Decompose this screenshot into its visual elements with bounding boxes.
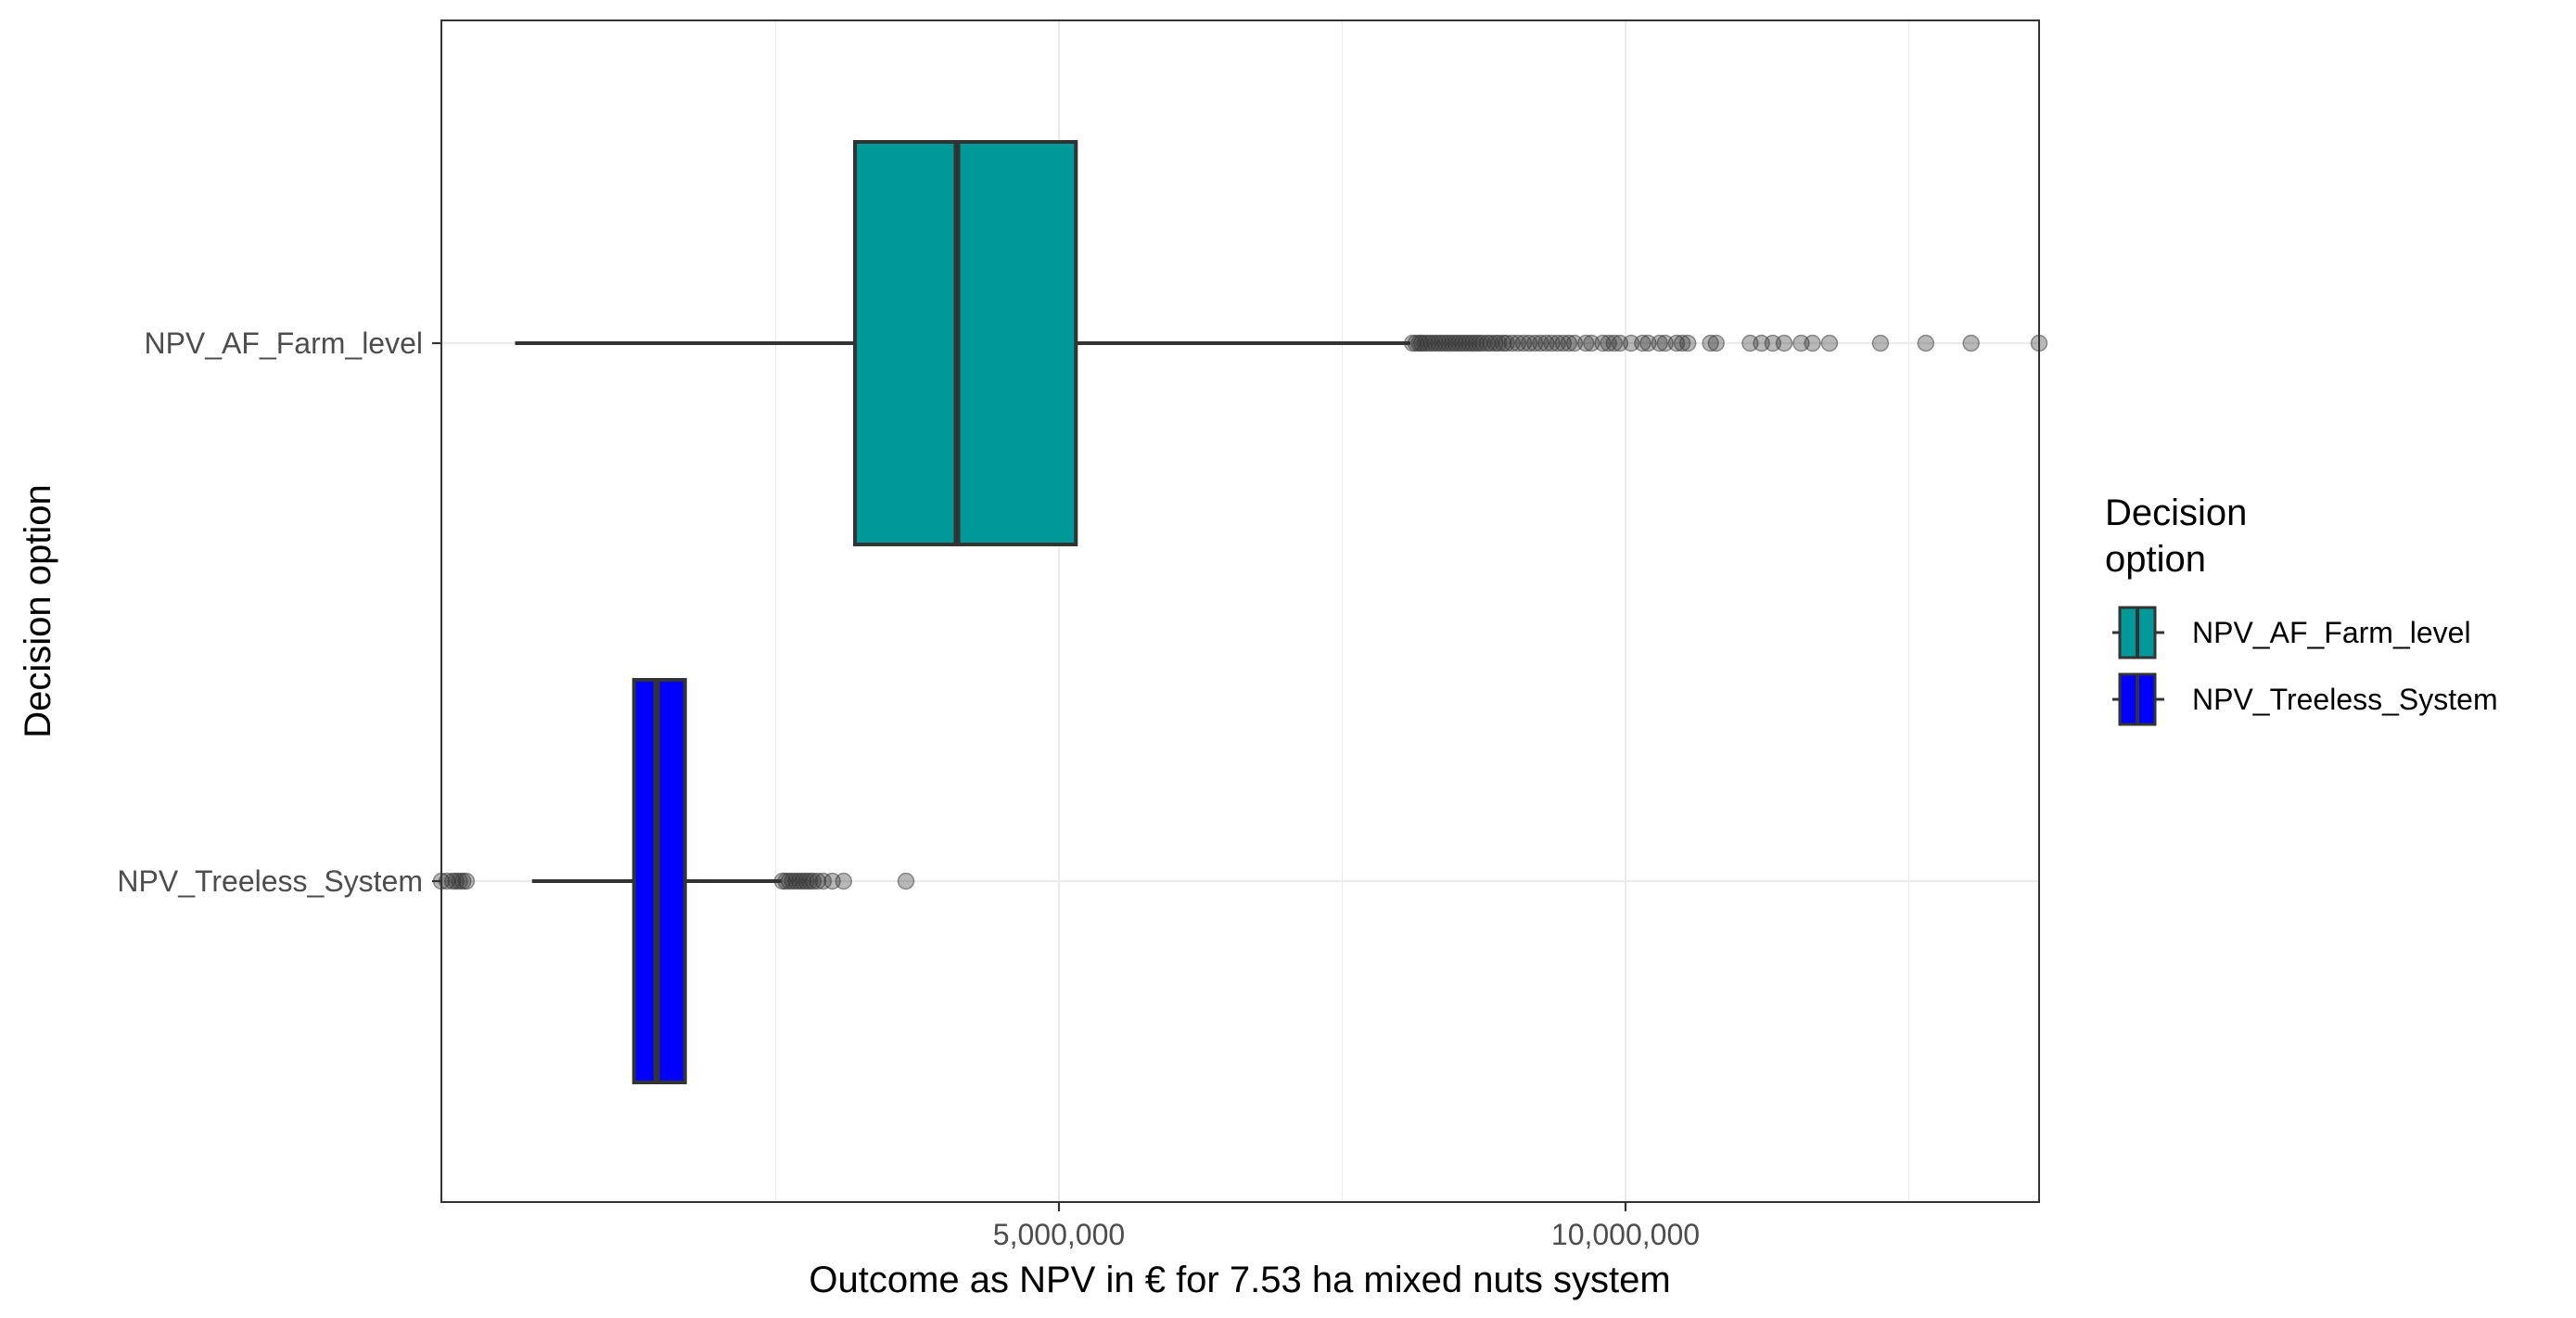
y-tick-label: NPV_AF_Farm_level <box>144 326 423 360</box>
y-tick-label: NPV_Treeless_System <box>117 864 423 898</box>
outlier-point <box>814 872 833 890</box>
legend-title-line: option <box>2105 539 2206 580</box>
iqr-box <box>853 140 1078 546</box>
outlier-point <box>835 872 853 890</box>
outlier-point <box>1651 334 1668 352</box>
legend-entry-NPV_AF_Farm_level: NPV_AF_Farm_level <box>2112 606 2471 659</box>
y-axis: NPV_AF_Farm_level NPV_Treeless_System <box>117 326 441 898</box>
outlier-point <box>1775 334 1793 352</box>
boxes-layer <box>432 140 2048 1084</box>
outlier-point <box>1917 334 1935 352</box>
outlier-point <box>1560 334 1578 352</box>
outlier-point <box>1820 334 1839 352</box>
legend-label: NPV_AF_Farm_level <box>2192 616 2471 649</box>
x-tick-label: 10,000,000 <box>1551 1218 1700 1251</box>
box-NPV_Treeless_System <box>432 678 915 1084</box>
outlier-point <box>457 872 476 890</box>
outlier-point <box>1804 334 1821 352</box>
outlier-point <box>1707 334 1725 352</box>
legend-title-line: Decision <box>2105 493 2247 533</box>
outlier-point <box>1871 334 1890 352</box>
outlier-point <box>1673 334 1691 352</box>
outlier-point <box>1678 334 1697 352</box>
plot-panel <box>441 20 2039 1202</box>
outlier-point <box>1605 334 1624 352</box>
legend-label: NPV_Treeless_System <box>2192 683 2498 716</box>
x-axis: 5,000,000 10,000,000 <box>993 1202 1700 1251</box>
outlier-point <box>1702 334 1719 352</box>
outlier-point <box>1634 334 1651 352</box>
box-NPV_AF_Farm_level <box>515 140 2048 546</box>
outlier-point <box>809 872 826 890</box>
legend-entry-NPV_Treeless_System: NPV_Treeless_System <box>2112 672 2498 726</box>
x-axis-title: Outcome as NPV in € for 7.53 ha mixed nu… <box>809 1260 1670 1300</box>
x-tick-label: 5,000,000 <box>993 1218 1125 1251</box>
plot-panel-border <box>440 19 2040 1203</box>
legend-title: Decision option <box>2105 493 2247 580</box>
y-axis-title: Decision option <box>18 484 58 738</box>
outlier-point <box>1962 334 1980 352</box>
outlier-point <box>897 872 915 890</box>
legend: Decision option NPV_AF_Farm_level NPV_Treel… <box>2105 493 2498 726</box>
outlier-point <box>1576 334 1595 352</box>
